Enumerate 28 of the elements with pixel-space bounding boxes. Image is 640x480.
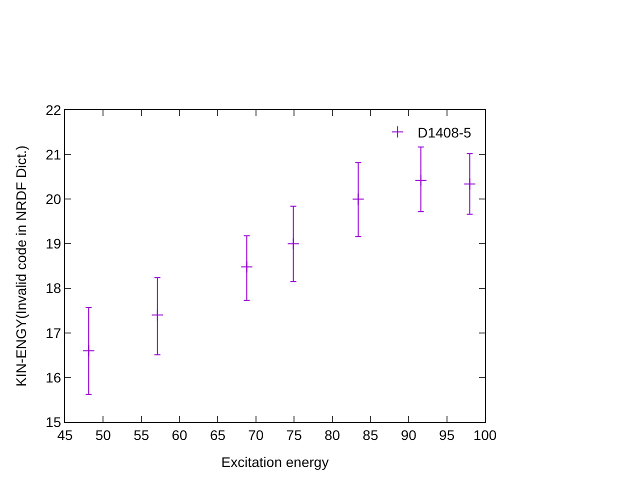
point <box>287 238 300 250</box>
point <box>414 174 427 187</box>
point <box>352 193 364 206</box>
x-tick-label: 50 <box>95 426 112 443</box>
x-tick-label: 55 <box>134 426 150 443</box>
y-tick-label: 16 <box>46 369 62 386</box>
y-tick-label: 20 <box>46 191 62 208</box>
x-tick-label: 60 <box>172 426 188 443</box>
x-tick-label: 75 <box>286 426 302 443</box>
x-tick-label: 95 <box>439 426 455 443</box>
point <box>240 260 253 273</box>
point <box>82 344 95 357</box>
legend-label: D1408-5 <box>418 124 472 140</box>
point <box>464 178 476 190</box>
point <box>151 308 164 322</box>
x-tick-label: 90 <box>400 426 417 443</box>
x-axis-title: Excitation energy <box>221 454 329 470</box>
x-tick-label: 85 <box>362 426 378 443</box>
y-tick-label: 21 <box>46 146 62 162</box>
y-tick-label: 19 <box>46 236 62 252</box>
y-axis-title: KIN-ENGY(Invalid code in NRDF Dict.) <box>13 145 30 387</box>
y-tick-label: 18 <box>46 280 62 296</box>
y-tick-label: 17 <box>46 324 62 341</box>
y-tick-label: 22 <box>46 102 62 118</box>
x-tick-label: 100 <box>473 426 497 443</box>
x-tick-label: 70 <box>248 426 264 443</box>
x-tick-label: 65 <box>210 426 226 443</box>
x-tick-label: 80 <box>324 426 340 443</box>
